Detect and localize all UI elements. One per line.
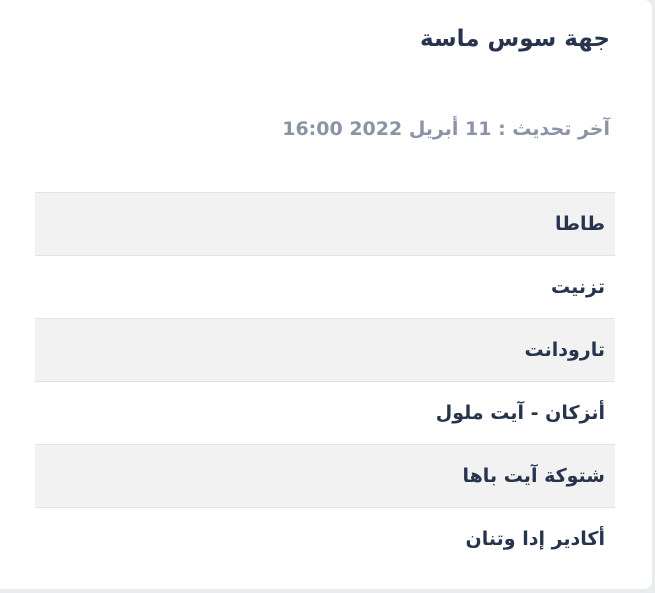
provinces-table: طاطا تزنيت تارودانت أنزكان - آيت ملول شت… xyxy=(35,192,615,570)
table-row[interactable]: أنزكان - آيت ملول xyxy=(35,381,615,444)
table-row[interactable]: شتوكة آيت باها xyxy=(35,444,615,507)
table-row[interactable]: طاطا xyxy=(35,192,615,255)
region-title: جهة سوس ماسة xyxy=(420,26,610,52)
table-row[interactable]: تزنيت xyxy=(35,255,615,318)
table-row[interactable]: أكادير إدا وتنان xyxy=(35,507,615,570)
table-row[interactable]: تارودانت xyxy=(35,318,615,381)
last-update-text: آخر تحديث : 11 أبريل 2022 16:00 xyxy=(282,118,610,140)
